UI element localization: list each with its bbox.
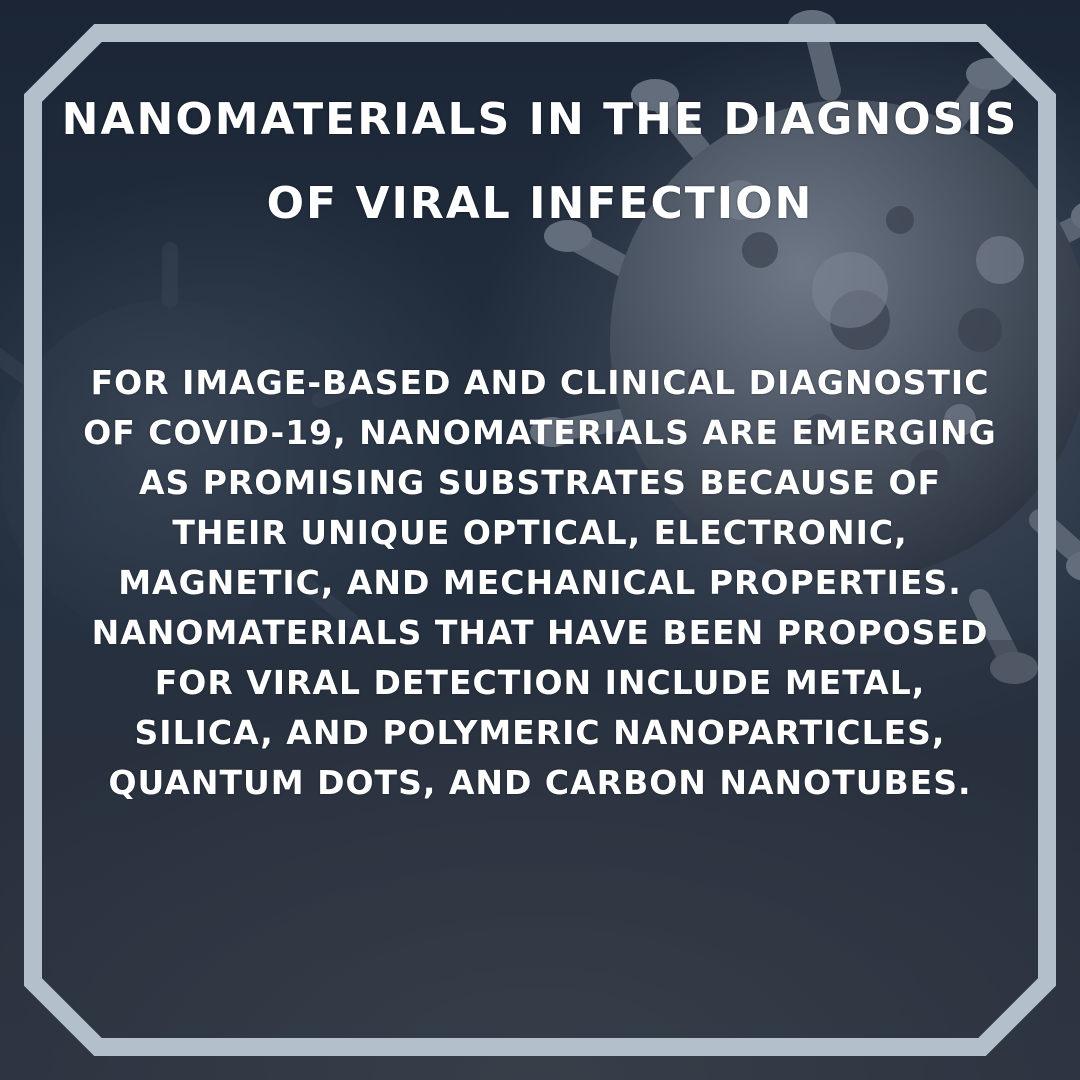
post-body-text: FOR IMAGE-BASED AND CLINICAL DIAGNOSTIC …	[83, 363, 997, 802]
post-title: NANOMATERIALS IN THE DIAGNOSIS OF VIRAL …	[61, 94, 1019, 229]
